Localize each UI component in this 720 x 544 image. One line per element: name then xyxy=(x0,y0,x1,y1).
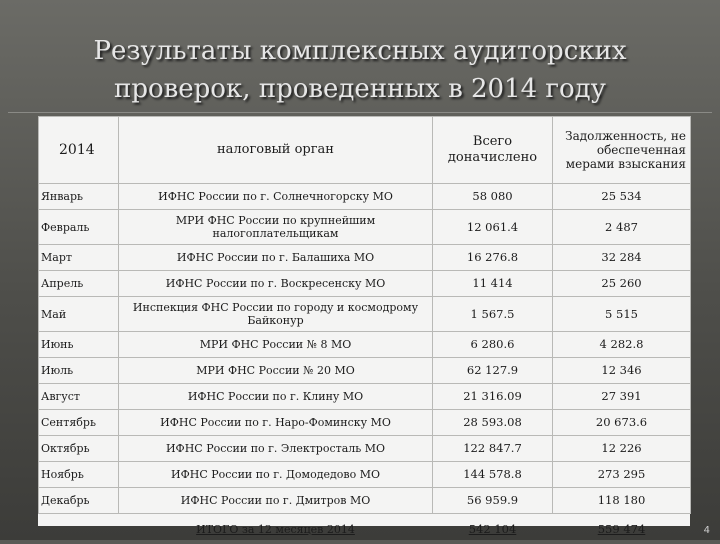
audit-results-table: 2014 налоговый орган Всего доначислено З… xyxy=(38,116,691,544)
row-month: Март xyxy=(39,245,119,271)
row-unsecured-debt: 12 346 xyxy=(553,358,691,384)
table-row: Март ИФНС России по г. Балашиха МО 16 27… xyxy=(39,245,691,271)
row-tax-organ: ИФНС России по г. Электросталь МО xyxy=(119,436,433,462)
table-row: Февраль МРИ ФНС России по крупнейшим нал… xyxy=(39,210,691,245)
row-total-assessed: 62 127.9 xyxy=(433,358,553,384)
row-month: Август xyxy=(39,384,119,410)
row-unsecured-debt: 5 515 xyxy=(553,297,691,332)
row-total-assessed: 12 061.4 xyxy=(433,210,553,245)
row-total-assessed: 11 414 xyxy=(433,271,553,297)
page-number: 4 xyxy=(704,525,710,536)
row-unsecured-debt: 32 284 xyxy=(553,245,691,271)
row-tax-organ: МРИ ФНС России № 20 МО xyxy=(119,358,433,384)
row-unsecured-debt: 25 260 xyxy=(553,271,691,297)
row-tax-organ: ИФНС России по г. Балашиха МО xyxy=(119,245,433,271)
row-tax-organ: ИФНС России по г. Клину МО xyxy=(119,384,433,410)
totals-spacer xyxy=(39,514,119,544)
row-month: Февраль xyxy=(39,210,119,245)
table-row: Август ИФНС России по г. Клину МО 21 316… xyxy=(39,384,691,410)
header-unsecured-debt: Задолженность, не обеспеченная мерами вз… xyxy=(553,117,691,184)
title-line-1: Результаты комплексных аудиторских xyxy=(94,36,627,66)
row-total-assessed: 6 280.6 xyxy=(433,332,553,358)
row-total-assessed: 122 847.7 xyxy=(433,436,553,462)
row-unsecured-debt: 25 534 xyxy=(553,184,691,210)
title-divider xyxy=(8,112,712,113)
table-row: Сентябрь ИФНС России по г. Наро-Фоминску… xyxy=(39,410,691,436)
row-total-assessed: 58 080 xyxy=(433,184,553,210)
row-total-assessed: 56 959.9 xyxy=(433,488,553,514)
row-unsecured-debt: 4 282.8 xyxy=(553,332,691,358)
table-row: Январь ИФНС России по г. Солнечногорску … xyxy=(39,184,691,210)
row-tax-organ: ИФНС России по г. Дмитров МО xyxy=(119,488,433,514)
totals-total-assessed: 542 104 xyxy=(433,514,553,544)
row-month: Май xyxy=(39,297,119,332)
totals-label: ИТОГО за 12 месяцев 2014 xyxy=(119,514,433,544)
header-tax-organ: налоговый орган xyxy=(119,117,433,184)
header-year: 2014 xyxy=(39,117,119,184)
row-total-assessed: 21 316.09 xyxy=(433,384,553,410)
table-row: Ноябрь ИФНС России по г. Домодедово МО 1… xyxy=(39,462,691,488)
row-unsecured-debt: 20 673.6 xyxy=(553,410,691,436)
row-unsecured-debt: 273 295 xyxy=(553,462,691,488)
row-tax-organ: Инспекция ФНС России по городу и космодр… xyxy=(119,297,433,332)
table-row: Июль МРИ ФНС России № 20 МО 62 127.9 12 … xyxy=(39,358,691,384)
row-unsecured-debt: 12 226 xyxy=(553,436,691,462)
row-unsecured-debt: 27 391 xyxy=(553,384,691,410)
table-header-row: 2014 налоговый орган Всего доначислено З… xyxy=(39,117,691,184)
row-month: Апрель xyxy=(39,271,119,297)
row-tax-organ: ИФНС России по г. Воскресенску МО xyxy=(119,271,433,297)
table-row: Май Инспекция ФНС России по городу и кос… xyxy=(39,297,691,332)
totals-unsecured-debt: 559 474 xyxy=(553,514,691,544)
row-month: Декабрь xyxy=(39,488,119,514)
row-total-assessed: 144 578.8 xyxy=(433,462,553,488)
row-month: Июль xyxy=(39,358,119,384)
totals-row: ИТОГО за 12 месяцев 2014 542 104 559 474 xyxy=(39,514,691,544)
slide-title: Результаты комплексных аудиторских прове… xyxy=(20,32,700,108)
row-total-assessed: 28 593.08 xyxy=(433,410,553,436)
row-tax-organ: ИФНС России по г. Домодедово МО xyxy=(119,462,433,488)
row-tax-organ: ИФНС России по г. Солнечногорску МО xyxy=(119,184,433,210)
row-tax-organ: МРИ ФНС России по крупнейшим налогоплате… xyxy=(119,210,433,245)
table-row: Декабрь ИФНС России по г. Дмитров МО 56 … xyxy=(39,488,691,514)
row-month: Октябрь xyxy=(39,436,119,462)
table-row: Апрель ИФНС России по г. Воскресенску МО… xyxy=(39,271,691,297)
row-unsecured-debt: 2 487 xyxy=(553,210,691,245)
row-month: Январь xyxy=(39,184,119,210)
title-line-2: проверок, проведенных в 2014 году xyxy=(114,74,606,104)
header-total-assessed: Всего доначислено xyxy=(433,117,553,184)
row-total-assessed: 16 276.8 xyxy=(433,245,553,271)
table-row: Июнь МРИ ФНС России № 8 МО 6 280.6 4 282… xyxy=(39,332,691,358)
row-tax-organ: МРИ ФНС России № 8 МО xyxy=(119,332,433,358)
row-total-assessed: 1 567.5 xyxy=(433,297,553,332)
row-month: Сентябрь xyxy=(39,410,119,436)
row-unsecured-debt: 118 180 xyxy=(553,488,691,514)
table-row: Октябрь ИФНС России по г. Электросталь М… xyxy=(39,436,691,462)
row-tax-organ: ИФНС России по г. Наро-Фоминску МО xyxy=(119,410,433,436)
row-month: Ноябрь xyxy=(39,462,119,488)
row-month: Июнь xyxy=(39,332,119,358)
audit-results-table-container: 2014 налоговый орган Всего доначислено З… xyxy=(38,116,690,526)
